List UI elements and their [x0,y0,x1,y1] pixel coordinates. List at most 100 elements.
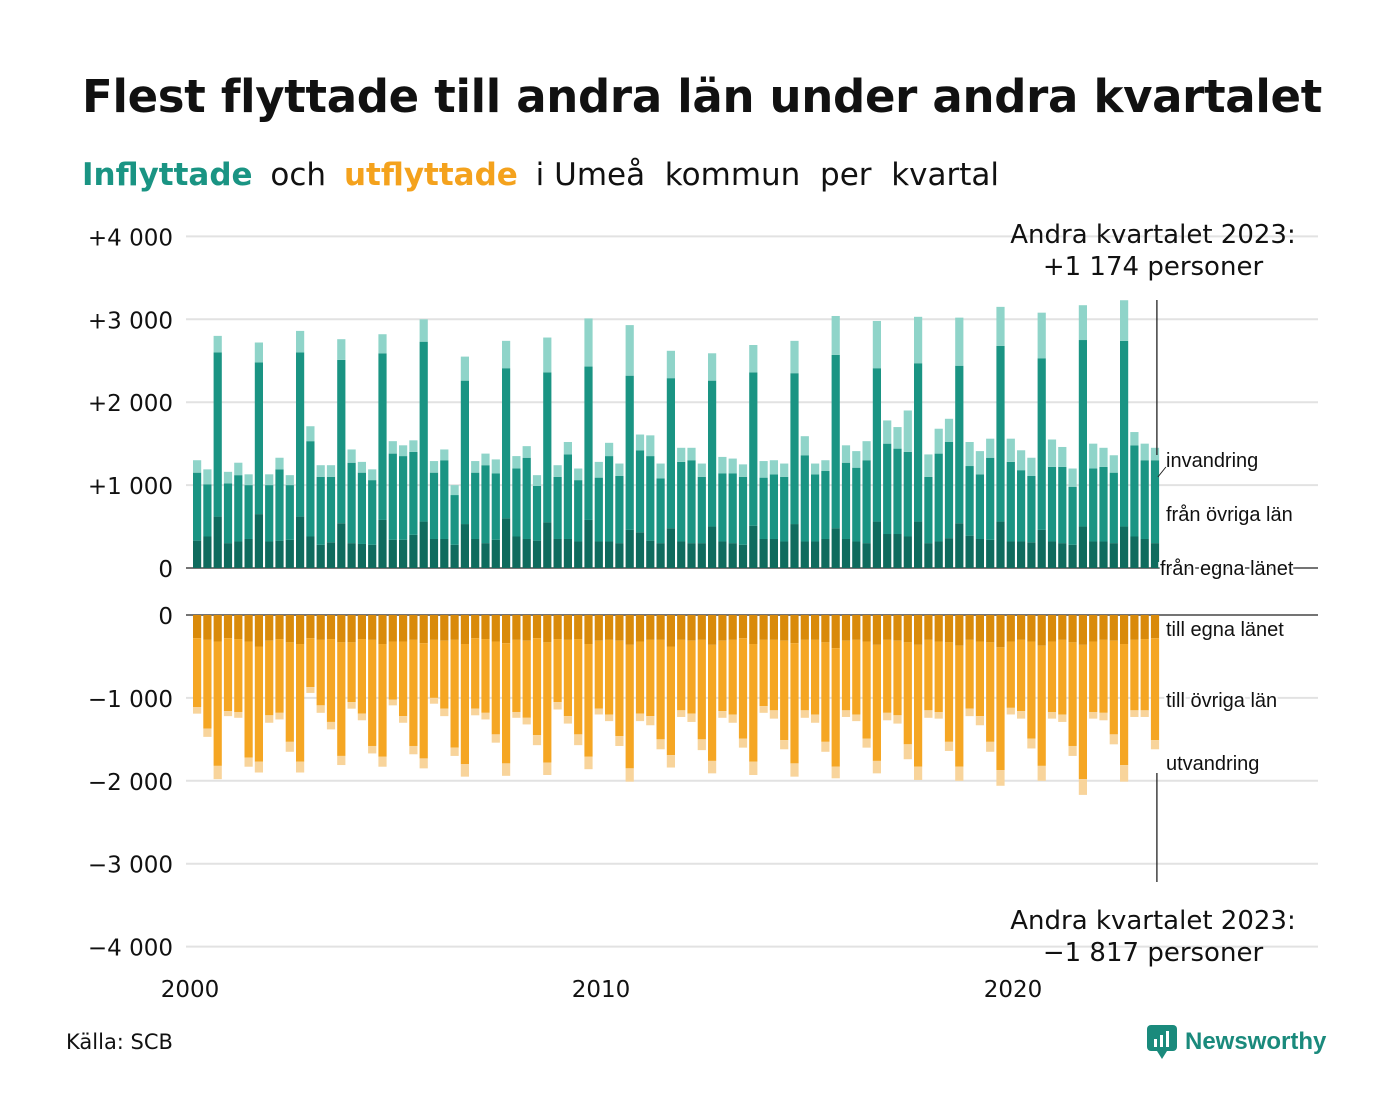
bar-in-other [326,476,336,543]
bar-in-immig [944,418,954,442]
bar-in-immig [460,356,469,381]
bar-in-immig [471,461,480,473]
bar-out-other [1099,639,1108,713]
bar-out-own [1099,615,1108,640]
bar-out-other [594,640,603,709]
bar-in-own [790,524,799,568]
bar-in-other [532,485,542,541]
bar-in-own [399,539,408,568]
bar-out-emig [502,763,511,776]
bar-out-other [1120,644,1129,766]
bar-out-other [1068,642,1077,746]
bar-in-immig [193,460,202,473]
bar-out-own [378,615,387,645]
bar-out-other [450,639,459,748]
bar-in-own [924,543,933,568]
bar-out-emig [223,711,233,717]
bar-in-immig [512,456,521,469]
bar-in-own [543,522,552,568]
bar-in-immig [986,438,995,458]
bar-in-other [800,455,809,542]
bar-out-other [1140,639,1149,711]
subtitle-inflyttade: Inflyttade [82,157,253,193]
bar-out-other [512,639,521,712]
bar-out-emig [244,757,253,767]
bar-in-other [306,441,315,537]
bar-out-own [1140,615,1149,640]
bar-out-other [996,647,1005,771]
bar-out-emig [605,714,614,722]
bar-out-other [481,639,490,713]
bar-in-own [955,523,964,568]
bar-in-other [1078,340,1087,527]
bar-out-own [677,615,686,640]
bar-in-own [800,541,809,568]
bar-out-emig [1140,710,1149,717]
bar-out-emig [532,735,542,746]
bar-out-emig [378,756,387,767]
bar-out-other [687,640,696,714]
bar-out-emig [1078,779,1087,795]
bar-in-immig [306,426,315,442]
bar-in-other [388,453,397,540]
bar-out-other [769,639,778,711]
bar-in-other [841,462,851,539]
bar-in-immig [244,474,253,486]
bar-in-own [769,538,778,568]
bar-in-other [893,448,902,535]
bar-out-own [1027,615,1036,642]
bar-out-own [491,615,500,642]
bar-out-emig [1120,765,1129,782]
bar-out-other [574,639,583,735]
bar-out-own [965,615,974,640]
bar-out-own [1047,615,1057,642]
bar-out-own [388,615,397,642]
bar-in-immig [522,446,531,458]
bar-in-own [1150,543,1160,568]
bar-out-own [296,615,305,645]
bar-in-immig [708,353,717,381]
bar-in-immig [687,447,696,461]
bar-out-emig [986,741,995,752]
bar-in-own [388,539,397,568]
bar-in-own [223,543,233,568]
bar-in-own [1037,529,1046,568]
bar-out-emig [584,756,593,770]
bar-out-other [419,643,428,759]
bar-in-own [759,538,768,568]
bar-in-immig [605,442,614,457]
bar-in-own [316,544,325,568]
bar-out-other [1150,638,1160,741]
bar-out-emig [347,702,356,709]
bar-in-immig [563,441,572,455]
bar-out-own [1130,615,1139,640]
bar-in-own [872,521,881,568]
bar-out-own [738,615,748,639]
bar-out-emig [275,712,284,720]
bar-in-own [1078,526,1087,568]
bar-in-immig [1089,443,1098,469]
bar-out-other [584,644,593,757]
bar-in-other [594,477,603,542]
bar-out-own [440,615,449,641]
bar-in-immig [872,320,881,369]
bar-in-immig [481,453,490,466]
bar-in-immig [635,434,645,451]
bar-in-own [883,534,892,568]
bar-in-own [738,544,748,568]
bar-out-own [1037,615,1046,646]
bar-in-own [635,532,645,568]
bar-out-own [1120,615,1129,645]
bar-in-own [903,536,912,568]
bar-out-own [944,615,954,643]
bar-out-own [841,615,851,641]
bar-in-immig [409,440,418,452]
bar-out-emig [677,710,686,717]
bar-in-own [491,539,500,568]
y-tick-label: 0 [158,604,173,630]
bar-out-own [316,615,325,640]
bar-out-emig [862,738,871,748]
bar-in-other [409,451,418,535]
bar-out-other [213,641,222,766]
bar-out-emig [388,699,397,706]
